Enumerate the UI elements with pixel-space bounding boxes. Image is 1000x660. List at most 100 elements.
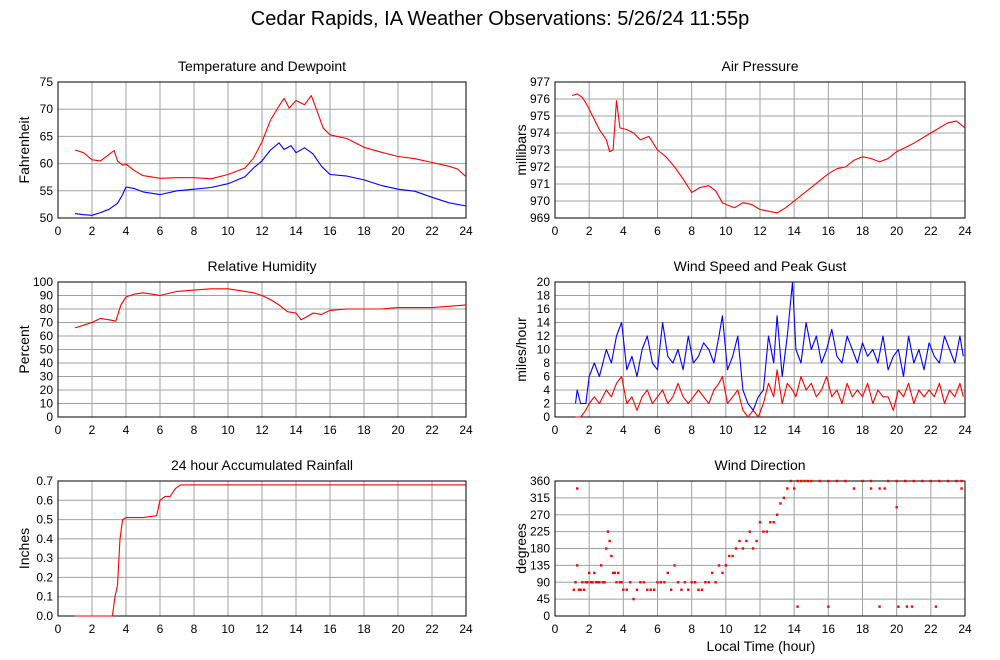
data-point <box>589 581 593 584</box>
data-point <box>605 547 608 550</box>
data-point <box>690 581 693 584</box>
x-tick-label: 20 <box>391 224 405 238</box>
data-point <box>599 564 603 567</box>
data-point <box>895 479 898 483</box>
data-point <box>576 564 579 567</box>
y-tick-label: 45 <box>537 592 551 606</box>
data-point <box>869 479 873 483</box>
data-point <box>852 487 856 490</box>
data-point <box>680 588 683 591</box>
data-point <box>639 581 642 584</box>
x-tick-label: 12 <box>255 224 269 238</box>
data-point <box>724 564 728 567</box>
data-point <box>810 479 813 483</box>
data-point <box>683 581 687 584</box>
y-axis-label: degrees <box>513 523 529 574</box>
data-point <box>666 571 669 575</box>
chart-relative-humidity: 0 2 4 6 8 10 12 14 16 18 20 22 240102030405060708090… <box>16 258 473 437</box>
data-point <box>669 588 673 591</box>
y-tick-label: 977 <box>530 75 550 89</box>
data-point <box>663 581 666 584</box>
y-tick-label: 2 <box>543 397 550 411</box>
series-line <box>574 281 964 411</box>
data-point <box>775 513 779 516</box>
data-point <box>717 564 721 567</box>
x-tick-label: 18 <box>856 622 870 636</box>
y-tick-label: 55 <box>40 184 54 198</box>
y-tick-label: 90 <box>537 575 551 589</box>
x-tick-label: 10 <box>719 224 733 238</box>
y-tick-label: 40 <box>40 356 54 370</box>
y-axis-label: millibars <box>513 124 529 175</box>
x-tick-label: 10 <box>221 423 235 437</box>
data-point <box>710 571 714 575</box>
plot-border <box>554 480 966 617</box>
chart-title: 24 hour Accumulated Rainfall <box>171 457 353 473</box>
plot-border <box>554 81 966 219</box>
data-point <box>714 581 717 584</box>
series-line <box>74 288 467 329</box>
y-tick-label: 0.3 <box>36 551 53 565</box>
y-tick-label: 65 <box>40 129 54 143</box>
data-point <box>955 479 958 483</box>
plot-border <box>57 480 467 617</box>
y-tick-label: 270 <box>530 508 550 522</box>
data-point <box>904 479 907 483</box>
y-axis-label: Fahrenheit <box>16 116 32 183</box>
y-tick-label: 70 <box>40 102 54 116</box>
y-tick-label: 14 <box>537 316 551 330</box>
y-axis-label: miles/hour <box>513 317 529 382</box>
data-point <box>579 588 582 591</box>
y-tick-label: 0.1 <box>36 590 53 604</box>
data-point <box>946 479 950 483</box>
data-point <box>960 479 963 483</box>
x-tick-label: 22 <box>425 622 439 636</box>
x-tick-label: 8 <box>191 622 198 636</box>
plot-border <box>57 281 467 418</box>
x-tick-label: 14 <box>289 224 303 238</box>
data-point <box>741 547 745 550</box>
data-point <box>646 588 649 591</box>
plot-border <box>554 281 966 418</box>
x-tick-label: 2 <box>89 224 96 238</box>
x-tick-label: 12 <box>255 423 269 437</box>
data-point <box>782 496 786 500</box>
data-point <box>652 588 656 591</box>
x-tick-label: 2 <box>89 622 96 636</box>
chart-wind-speed-gust: 0 2 4 6 8 10 12 14 16 18 20 22 2402468101214161820Wi… <box>513 258 972 437</box>
chart-title: Air Pressure <box>721 58 798 74</box>
y-tick-label: 10 <box>537 343 551 357</box>
data-point <box>769 521 772 524</box>
y-tick-label: 0.4 <box>36 532 53 546</box>
x-tick-label: 8 <box>688 224 695 238</box>
y-tick-label: 0.0 <box>36 609 53 623</box>
x-tick-label: 0 <box>55 622 62 636</box>
y-tick-label: 80 <box>40 302 54 316</box>
x-tick-label: 22 <box>924 224 938 238</box>
y-tick-label: 16 <box>537 302 551 316</box>
data-point <box>659 581 663 584</box>
data-point <box>649 588 652 591</box>
x-tick-label: 4 <box>620 622 627 636</box>
data-point <box>960 487 963 490</box>
x-tick-label: 16 <box>323 224 337 238</box>
x-tick-label: 20 <box>890 224 904 238</box>
y-tick-label: 20 <box>40 383 54 397</box>
x-tick-label: 18 <box>357 224 371 238</box>
data-point <box>835 479 839 483</box>
data-point <box>734 547 738 550</box>
x-tick-label: 16 <box>822 423 836 437</box>
data-point <box>762 530 765 533</box>
chart-air-pressure: 0 2 4 6 8 10 12 14 16 18 20 22 249699709719729739749… <box>513 58 972 238</box>
y-tick-label: 0 <box>543 609 550 623</box>
chart-title: Temperature and Dewpoint <box>178 58 346 74</box>
data-point <box>910 605 914 608</box>
x-tick-label: 10 <box>719 622 733 636</box>
data-point <box>617 571 620 575</box>
x-tick-label: 20 <box>890 622 904 636</box>
data-point <box>673 564 676 567</box>
x-tick-label: 18 <box>856 224 870 238</box>
data-point <box>844 479 847 483</box>
data-point <box>608 539 611 543</box>
